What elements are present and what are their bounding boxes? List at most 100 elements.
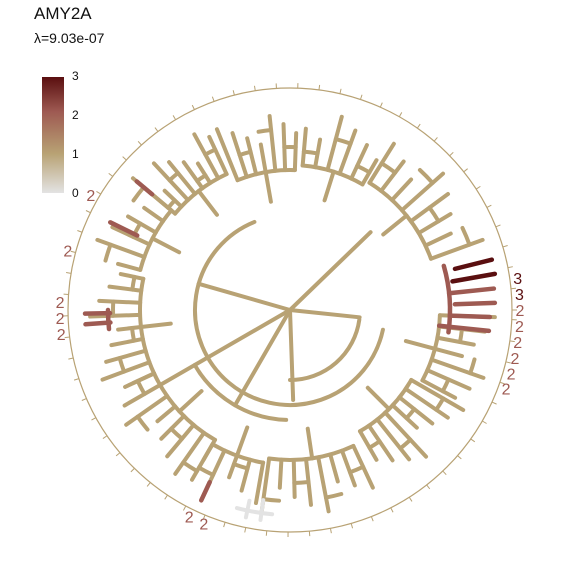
tree-branch xyxy=(446,286,497,296)
tree-branch xyxy=(110,225,152,247)
tree-branch xyxy=(288,308,362,320)
tree-branch xyxy=(138,321,173,329)
tree-branch xyxy=(169,426,185,441)
tree-branch xyxy=(367,141,396,185)
tree-branch xyxy=(291,457,297,499)
ring-tick xyxy=(339,88,342,94)
tree-branch xyxy=(349,143,369,181)
tip-label: 2 xyxy=(511,351,520,368)
tree-branch xyxy=(416,212,453,236)
tree-branch xyxy=(366,423,395,463)
ring-tick xyxy=(491,401,497,405)
tree-branch xyxy=(239,457,252,493)
ring-tick xyxy=(502,245,508,248)
tree-branch xyxy=(408,192,450,224)
ring-tick xyxy=(164,494,168,500)
tree-branch xyxy=(207,134,229,177)
tree-branch xyxy=(450,271,498,284)
tree-branch xyxy=(390,403,419,430)
ring-tick xyxy=(359,94,363,100)
legend-tick-label: 2 xyxy=(72,108,79,122)
tree-branch xyxy=(468,357,477,376)
tree-branch xyxy=(100,360,152,382)
tree-branch xyxy=(300,126,308,168)
tree-branch xyxy=(97,298,143,305)
tree-branch xyxy=(403,339,437,351)
tip-label: 2 xyxy=(516,303,525,320)
tree-branch xyxy=(447,313,493,320)
tip-label: 2 xyxy=(507,366,516,383)
tip-label: 2 xyxy=(513,335,522,352)
tree-branches xyxy=(82,114,498,522)
tree-branch xyxy=(181,460,199,474)
tree-branch xyxy=(432,346,464,359)
tree-branch xyxy=(441,263,453,335)
tree-branch xyxy=(316,455,331,514)
tree-branch xyxy=(134,179,155,197)
tree-branch xyxy=(347,464,366,475)
tree-branch xyxy=(351,443,375,490)
tree-branch xyxy=(151,161,190,203)
tree-branch xyxy=(155,404,178,424)
ring-tick xyxy=(137,140,142,146)
tree-branch xyxy=(107,220,140,238)
ring-tick xyxy=(329,528,332,534)
tree-branch xyxy=(263,170,273,204)
tree-branch xyxy=(323,491,344,500)
tree-branch xyxy=(116,261,143,272)
ring-tick xyxy=(244,527,247,533)
tree-branch xyxy=(460,225,472,247)
tree-branch xyxy=(409,378,466,412)
ring-tick xyxy=(102,435,108,439)
tree-branch xyxy=(277,457,284,490)
ring-tick xyxy=(115,452,121,457)
ring-tick xyxy=(146,482,151,487)
tree-branch xyxy=(231,462,250,471)
ring-tick xyxy=(379,102,383,108)
ring-tick xyxy=(85,210,91,214)
tree-branch xyxy=(214,127,240,183)
tree-branch xyxy=(292,480,311,485)
tree-branch xyxy=(256,127,274,134)
ring-tick xyxy=(408,496,413,502)
tree-branch xyxy=(199,479,212,503)
tree-branch xyxy=(233,308,292,408)
tree-branch xyxy=(105,307,112,332)
ring-tick xyxy=(202,514,206,520)
tree-branch xyxy=(288,308,296,402)
ring-tick xyxy=(509,340,515,343)
tree-branch xyxy=(109,336,145,348)
tree-branch xyxy=(328,452,340,484)
ring-tick xyxy=(223,522,226,528)
tree-branch xyxy=(365,385,391,411)
tree-branch xyxy=(258,498,266,522)
ring-tick xyxy=(211,96,215,102)
ring-tick xyxy=(77,230,83,233)
tree-branch xyxy=(379,159,406,193)
tree-branch xyxy=(131,185,146,203)
tree-branch xyxy=(122,383,163,408)
tree-branch xyxy=(197,465,216,477)
tree-branch xyxy=(267,114,278,173)
ring-tick xyxy=(318,84,321,90)
tree-branch xyxy=(379,161,398,175)
legend-tick-label: 1 xyxy=(72,147,79,161)
ring-tick xyxy=(475,185,481,190)
tree-branch xyxy=(167,160,198,196)
tree-branch xyxy=(383,410,429,459)
tree-branch xyxy=(397,395,435,426)
tree-branch xyxy=(195,161,213,185)
tree-branch xyxy=(117,356,127,374)
ring-tick xyxy=(390,507,394,513)
tree-branch xyxy=(116,324,143,332)
tree-branch xyxy=(420,378,458,400)
tree-branch xyxy=(245,136,259,177)
tree-branch xyxy=(322,169,336,203)
tree-branch xyxy=(165,422,196,459)
ring-tick xyxy=(470,438,476,443)
tree-branch xyxy=(227,453,239,480)
tip-label: 2 xyxy=(185,510,194,527)
tree-branch xyxy=(258,142,268,175)
